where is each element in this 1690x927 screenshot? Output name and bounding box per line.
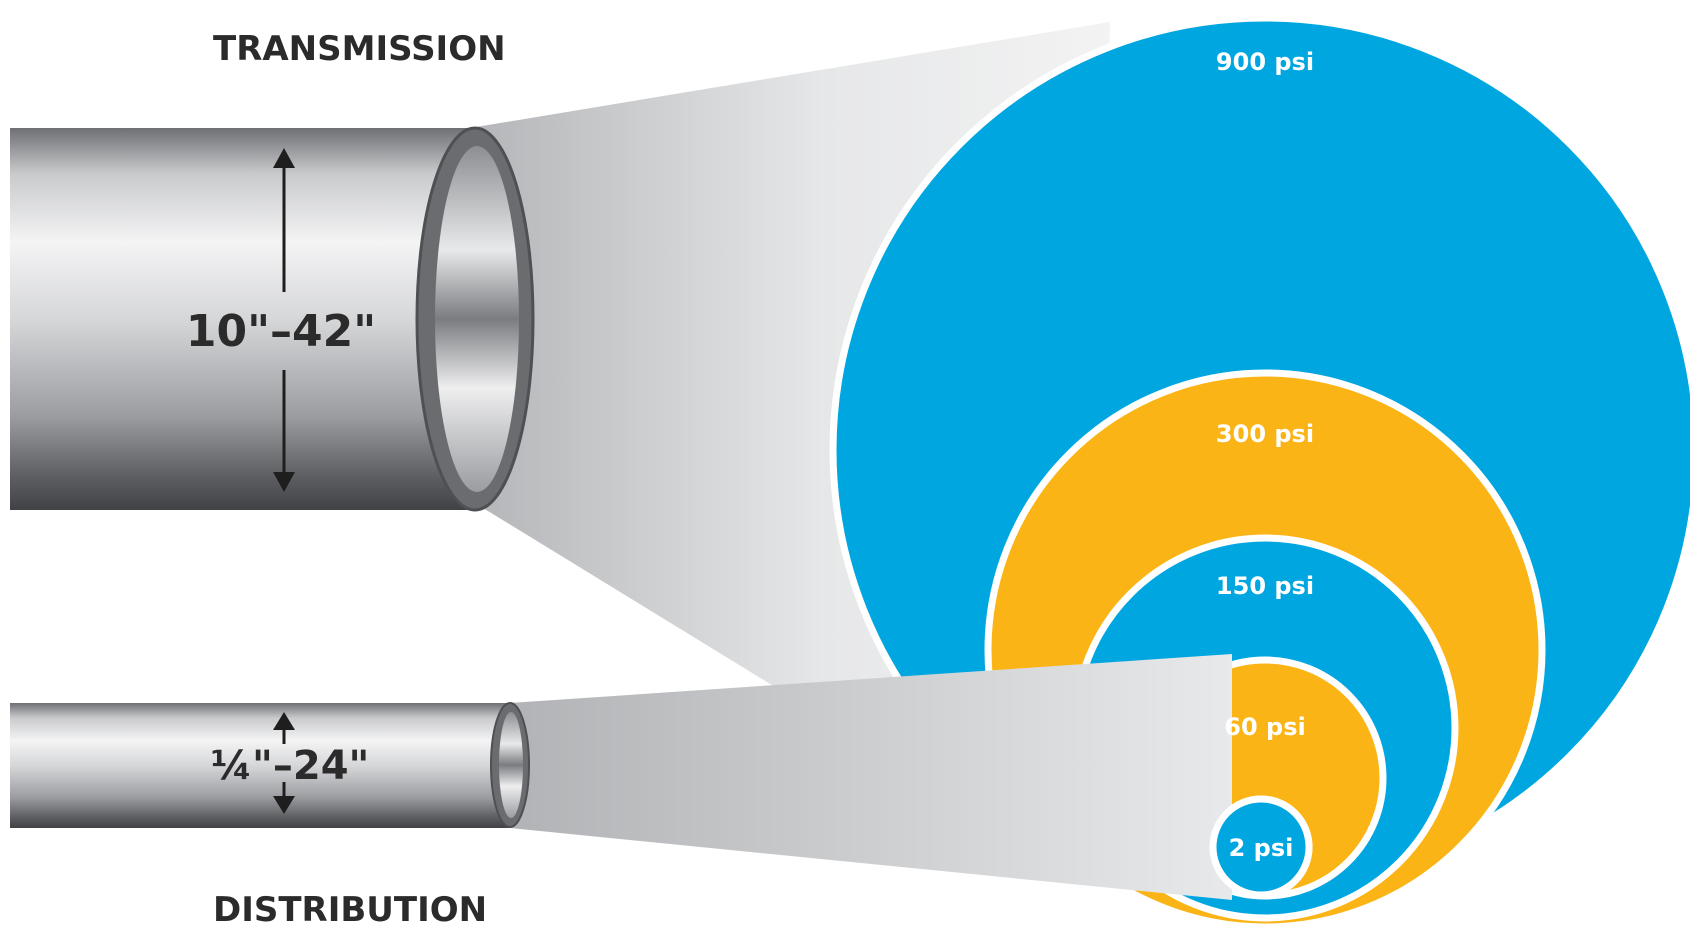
- transmission-title: TRANSMISSION: [213, 29, 506, 69]
- ring-2-psi-front: [1209, 795, 1313, 899]
- label-300-psi: 300 psi: [1216, 420, 1314, 448]
- label-150-psi: 150 psi: [1216, 572, 1314, 600]
- transmission-pipe: [10, 126, 535, 512]
- distribution-size-arrow: [273, 712, 295, 814]
- transmission-pipe-opening: [435, 146, 519, 492]
- transmission-size-range: 10"–42": [186, 306, 376, 357]
- label-2-psi: 2 psi: [1229, 834, 1294, 862]
- label-900-psi: 900 psi: [1216, 48, 1314, 76]
- distribution-projection-cone: [510, 654, 1232, 900]
- distribution-pipe-opening: [499, 712, 523, 818]
- pressure-labels: 900 psi 300 psi 150 psi 60 psi 2 psi: [1216, 48, 1314, 862]
- transmission-size-arrow: [273, 148, 295, 492]
- label-60-psi: 60 psi: [1224, 713, 1305, 741]
- distribution-pipe: [10, 702, 530, 828]
- distribution-size-range: ¼"–24": [211, 743, 370, 789]
- distribution-title: DISTRIBUTION: [213, 890, 487, 927]
